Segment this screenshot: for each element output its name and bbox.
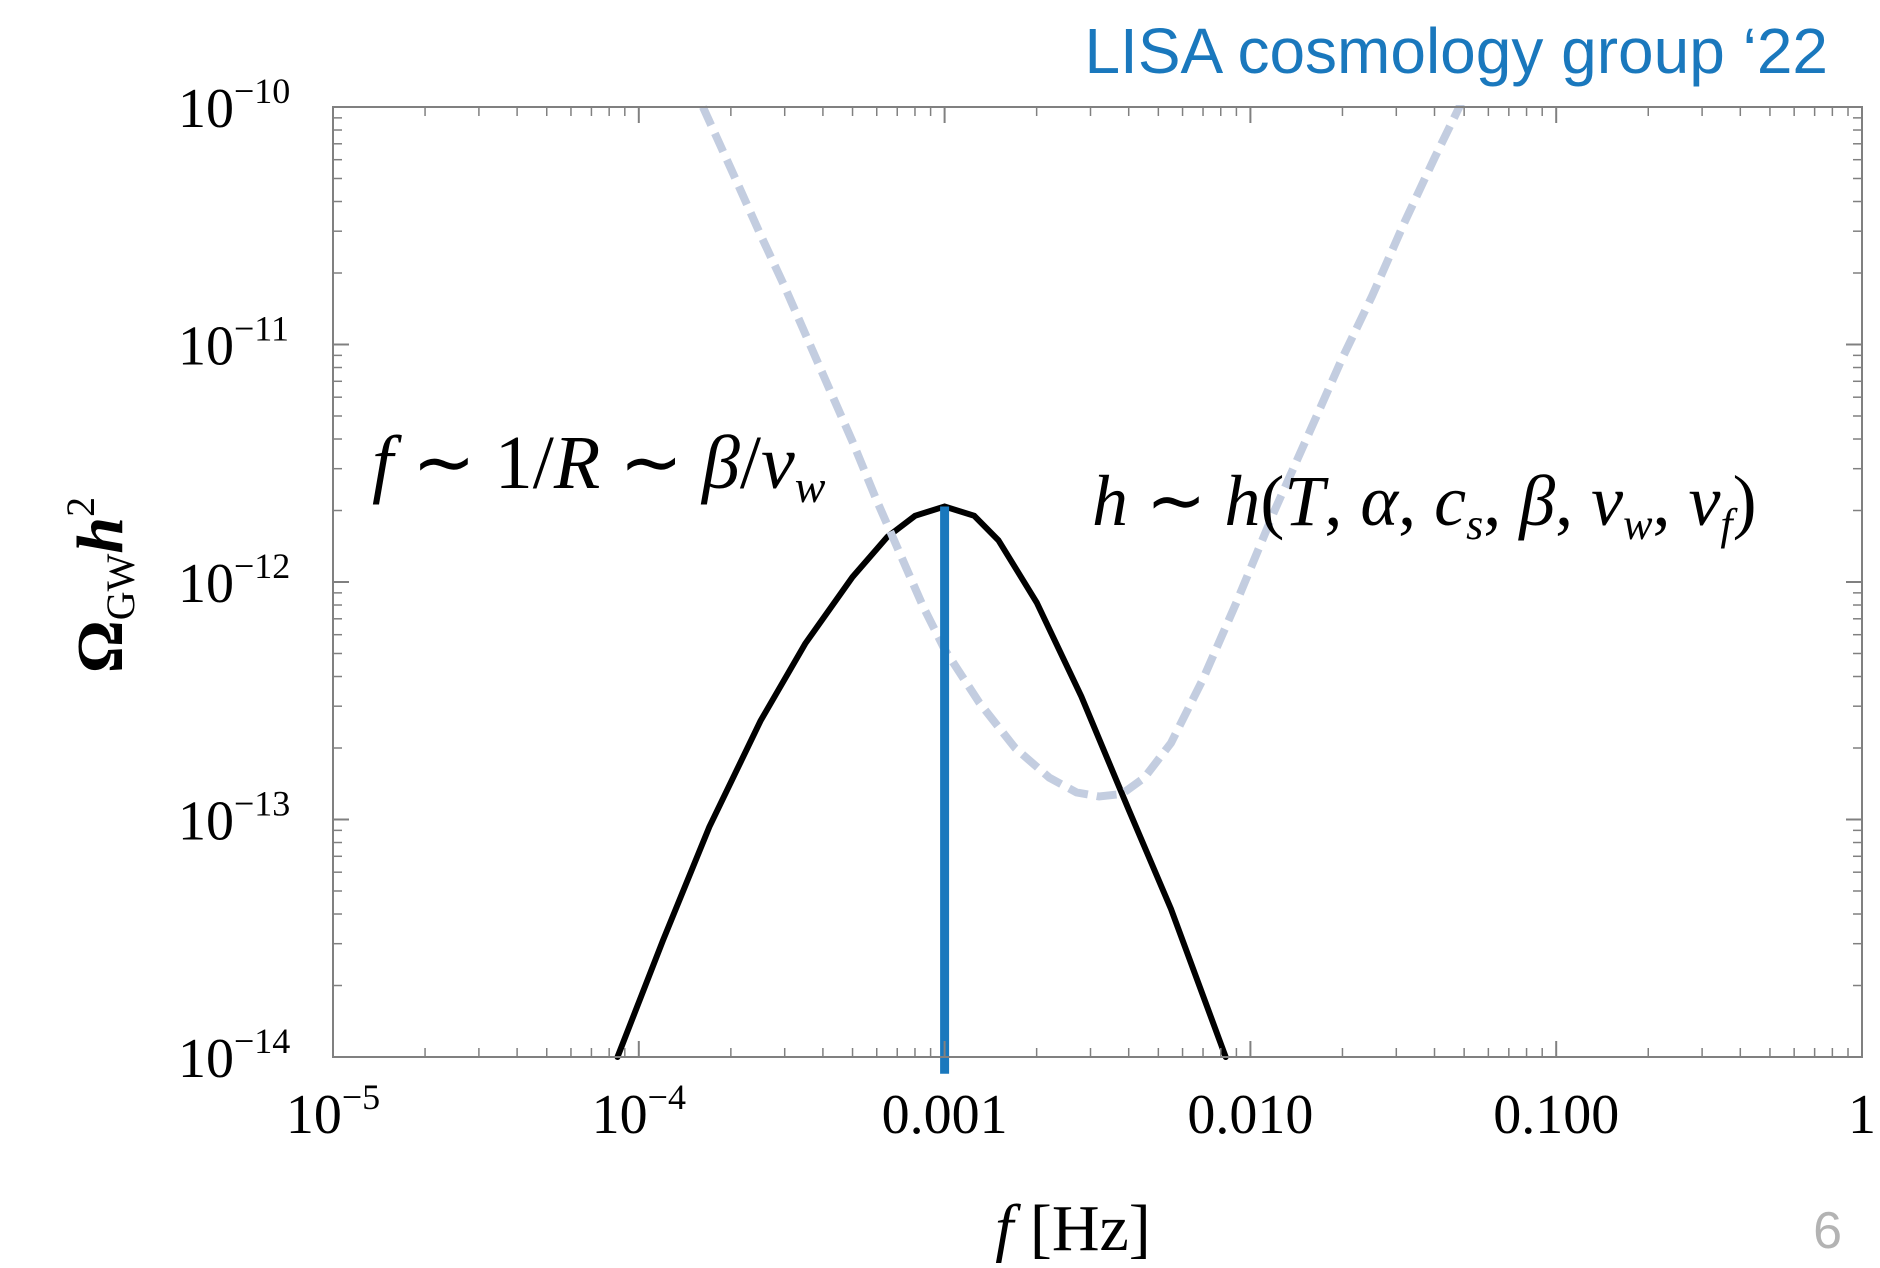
- x-tick-label: 0.010: [1187, 1084, 1313, 1146]
- curves-layer: [614, 105, 1465, 1074]
- y-tick-label: 10−10: [178, 71, 290, 140]
- y-axis-label: ΩGWh2: [58, 497, 143, 673]
- page-number: 6: [1813, 1202, 1842, 1260]
- x-tick-label: 0.001: [882, 1084, 1008, 1146]
- x-tick-label: 10−5: [286, 1077, 380, 1146]
- annotation-peak-frequency: f ∼ 1/R ∼ β/vw: [372, 421, 826, 512]
- lisa-sensitivity-curve: [699, 105, 1465, 801]
- x-axis-label: f [Hz]: [995, 1192, 1151, 1263]
- plot-frame: [332, 106, 1863, 1058]
- annotation-peak-amplitude: h ∼ h(T, α, cs, β, vw, vf): [1092, 461, 1757, 549]
- x-tick-label: 10−4: [592, 1077, 686, 1146]
- tick-labels-layer: 10−5 10−4 0.001 0.010 0.100 1 10−10 10−11 10−12 1…: [178, 71, 1876, 1146]
- y-tick-label: 10−12: [178, 546, 290, 615]
- credit-label: LISA cosmology group ‘22: [1084, 15, 1828, 87]
- x-tick-label: 1: [1848, 1084, 1876, 1146]
- ticks-layer: [332, 107, 1863, 1058]
- y-tick-label: 10−14: [178, 1021, 290, 1090]
- y-tick-label: 10−13: [178, 784, 290, 853]
- y-tick-label: 10−11: [178, 309, 289, 378]
- x-tick-label: 0.100: [1493, 1084, 1619, 1146]
- signal-spectrum-curve: [614, 503, 1229, 1060]
